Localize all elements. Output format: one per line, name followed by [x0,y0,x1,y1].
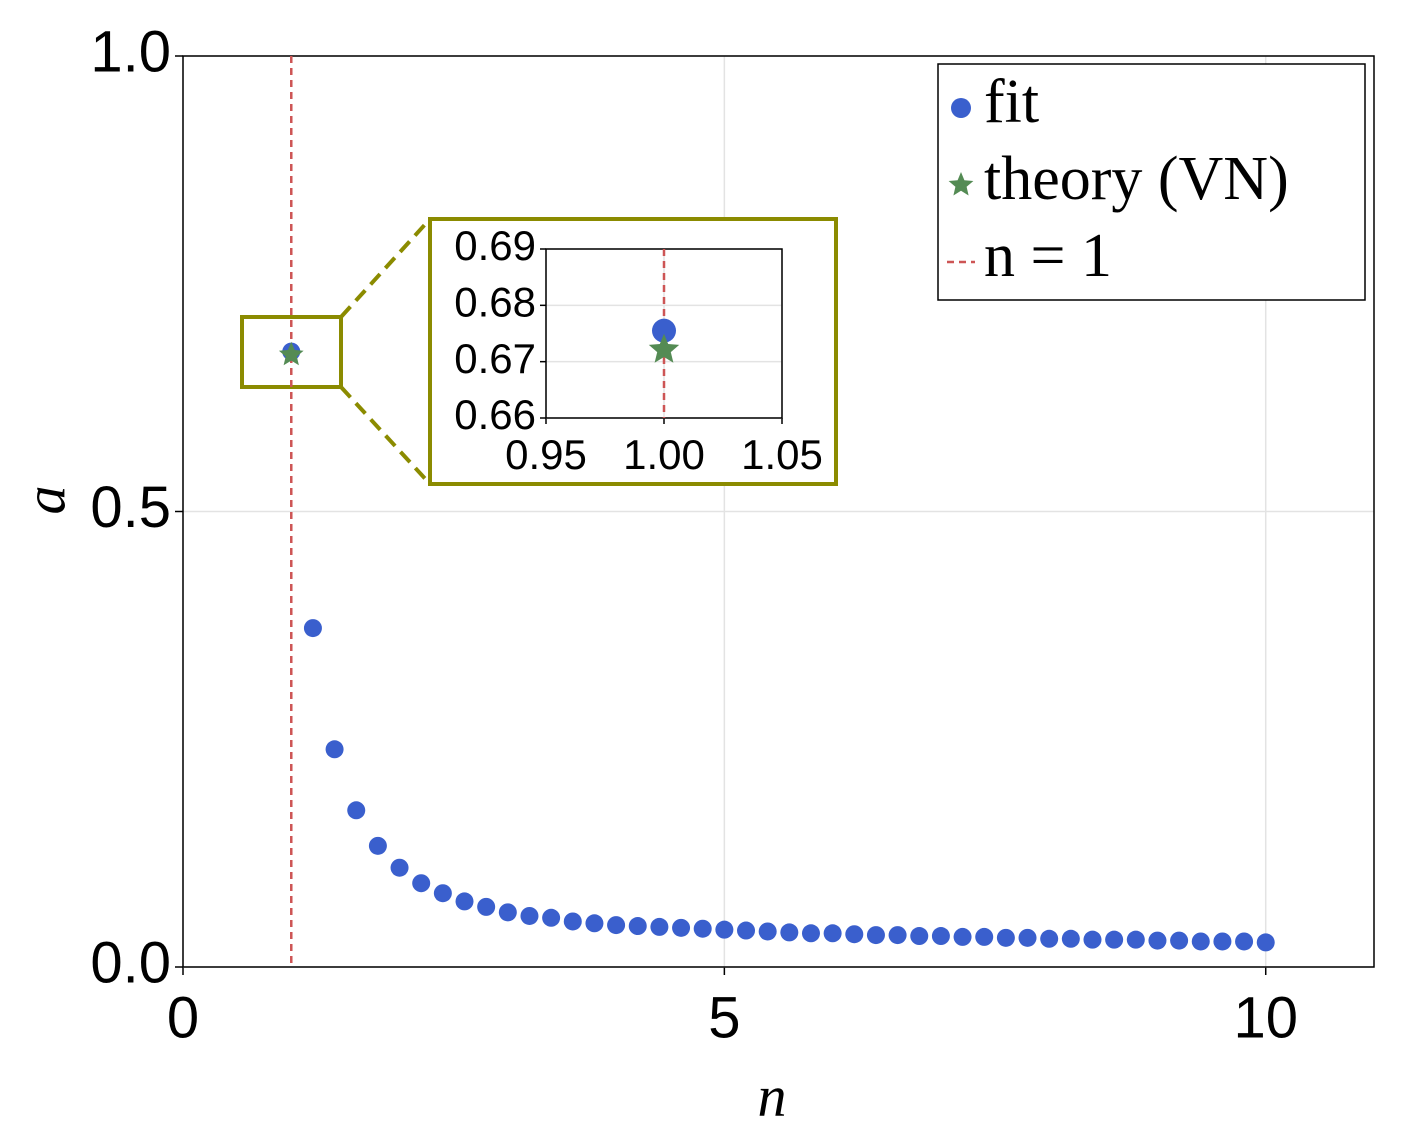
legend-marker [948,172,974,196]
point [368,836,387,855]
point [607,916,626,935]
x-tick-label: 1.05 [741,431,823,478]
y-axis-label: a [12,486,77,515]
point [1148,931,1167,950]
point [1061,929,1080,948]
point [433,884,452,903]
y-tick-label: 0.67 [454,335,536,382]
y-tick-label: 0.68 [454,278,536,325]
point [1235,932,1254,951]
point [1105,930,1124,949]
point [585,914,604,933]
legend-label: fit [984,68,1039,136]
point [1040,929,1059,948]
point [650,917,669,936]
point [910,927,929,946]
point [931,927,950,946]
legend-label: n = 1 [984,222,1112,290]
point [412,874,431,893]
inset-frame [428,217,838,486]
point [823,924,842,943]
point [477,897,496,916]
point [758,922,777,941]
point [975,927,994,946]
point [1191,932,1210,951]
point [563,912,582,931]
x-axis-label: n [758,1063,787,1128]
point [780,923,799,942]
point [1018,928,1037,947]
star-point [648,333,680,363]
point [996,928,1015,947]
point [390,858,409,877]
point [520,906,539,925]
legend-box [937,63,1366,301]
point [845,925,864,944]
zoom-connector [339,217,432,319]
point [652,318,676,343]
y-tick-label: 0.5 [90,475,171,540]
y-tick-label: 0.66 [454,391,536,438]
star-point [278,341,304,366]
point [737,921,756,940]
x-tick-label: 1.00 [623,431,705,478]
point [628,917,647,936]
point [1256,933,1275,952]
x-tick-label: 0.95 [505,431,587,478]
point [303,619,322,638]
point [1126,930,1145,949]
point [866,926,885,945]
plot-frame [182,55,1375,968]
point [1213,932,1232,951]
point [672,918,691,937]
y-tick-label: 1.0 [90,19,171,84]
legend-marker [951,98,971,118]
point [1083,930,1102,949]
x-tick-label: 5 [708,985,740,1050]
point [715,920,734,939]
point [888,926,907,945]
point [325,740,344,759]
point [542,908,561,927]
x-tick-label: 10 [1233,985,1298,1050]
point [693,919,712,938]
y-tick-label: 0.0 [90,930,171,995]
y-tick-label: 0.69 [454,222,536,269]
point [1170,931,1189,950]
point [953,927,972,946]
point [455,892,474,911]
x-tick-label: 0 [167,985,199,1050]
point [347,801,366,820]
point [801,924,820,943]
point [498,903,517,922]
legend-label: theory (VN) [984,145,1289,213]
